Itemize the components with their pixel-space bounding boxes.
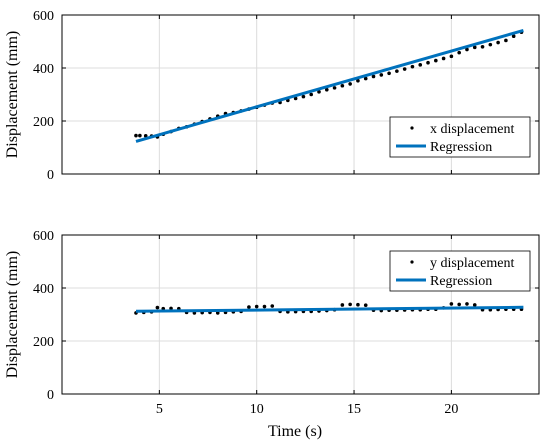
y-tick-label: 400	[33, 282, 54, 297]
data-point	[504, 38, 508, 43]
y-tick-label: 200	[33, 115, 54, 130]
x-axis-label: Time (s)	[268, 423, 322, 440]
data-point	[449, 302, 454, 306]
series-layer	[134, 28, 524, 143]
data-point	[215, 311, 220, 315]
legend-label-x-displacement: x displacement	[430, 122, 514, 137]
legend-label-regression: Regression	[430, 140, 492, 155]
data-point	[254, 304, 259, 309]
legend-box	[389, 116, 531, 158]
data-point	[363, 76, 368, 81]
data-point	[363, 303, 368, 308]
data-point	[169, 306, 173, 311]
data-point	[410, 64, 415, 69]
plot-border	[61, 14, 540, 175]
data-point	[134, 133, 138, 138]
data-point	[138, 133, 142, 138]
data-point	[418, 63, 423, 67]
data-point	[324, 87, 329, 92]
data-point	[472, 303, 477, 307]
data-point	[496, 40, 500, 45]
x-tick-label: 10	[250, 402, 264, 417]
ticks: 0 200 400 600	[33, 9, 539, 183]
data-point	[511, 34, 516, 38]
data-point	[293, 96, 298, 101]
data-point	[457, 302, 461, 307]
data-point	[301, 94, 306, 99]
data-point	[348, 302, 352, 307]
data-point	[309, 92, 314, 97]
y-tick-label: 600	[33, 229, 54, 244]
legend: y displacement Regression	[389, 250, 531, 292]
data-point	[480, 45, 485, 49]
data-point	[270, 304, 275, 308]
data-point	[488, 42, 493, 47]
data-point	[426, 60, 430, 65]
data-point	[143, 134, 148, 138]
x-tick-label: 20	[444, 402, 458, 417]
y-tick-label: 0	[47, 168, 54, 183]
data-point	[155, 305, 160, 310]
data-point	[472, 45, 477, 50]
data-point	[348, 82, 352, 86]
data-point	[457, 50, 461, 55]
data-point	[356, 302, 360, 307]
data-point	[387, 71, 391, 76]
data-point	[247, 305, 251, 309]
y-tick-label: 0	[47, 388, 54, 403]
data-point	[465, 302, 469, 306]
regression-line	[135, 28, 524, 143]
y-tick-label: 200	[33, 335, 54, 350]
legend-label-y-displacement: y displacement	[430, 256, 514, 271]
data-point	[434, 58, 438, 63]
data-point	[332, 86, 337, 90]
data-point	[262, 304, 267, 309]
legend-box	[389, 250, 531, 292]
legend-marker-x-displacement	[410, 126, 414, 130]
legend: x displacement Regression	[389, 116, 531, 158]
plot-border	[61, 234, 540, 395]
data-point	[449, 54, 454, 59]
data-point	[402, 67, 407, 71]
data-point	[340, 303, 345, 307]
y-axis-label: Displacement (mm)	[4, 31, 21, 159]
data-point	[356, 78, 360, 83]
series-layer	[134, 302, 524, 315]
y-axis-label: Displacement (mm)	[4, 251, 21, 379]
x-tick-label: 15	[347, 402, 361, 417]
y-tick-label: 600	[33, 9, 54, 24]
data-point	[340, 83, 345, 88]
legend-label-regression: Regression	[430, 274, 492, 289]
data-point	[371, 74, 376, 79]
legend-marker-y-displacement	[410, 260, 414, 264]
data-point	[395, 69, 399, 73]
y-tick-label: 400	[33, 62, 54, 77]
data-point	[465, 47, 469, 52]
data-point	[317, 90, 321, 94]
x-tick-label: 5	[156, 402, 163, 417]
data-point	[441, 56, 446, 61]
chart-x-displacement: 0 200 400 600 Displacement (mm) x displacem…	[4, 9, 540, 183]
regression-line	[135, 305, 524, 313]
data-point	[379, 73, 384, 77]
